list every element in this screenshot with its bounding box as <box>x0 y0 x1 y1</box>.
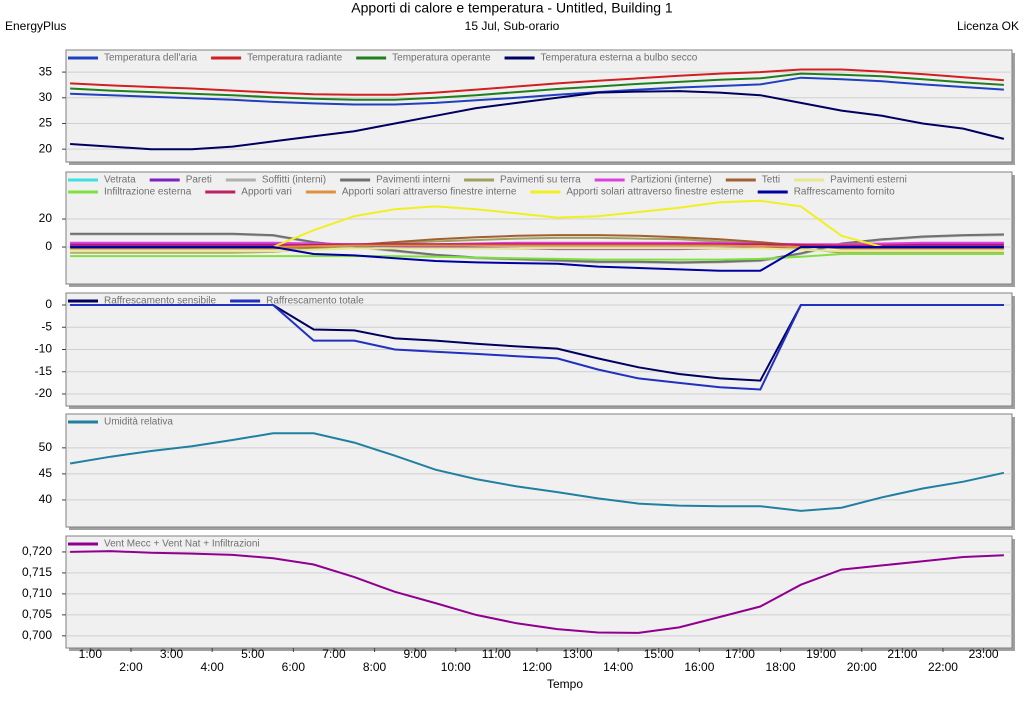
y-tick-label: 0,700 <box>22 628 52 642</box>
x-tick-label: 1:00 <box>79 647 103 661</box>
legend-label: Raffrescamento sensibile <box>104 296 217 307</box>
legend-label: Vetrata <box>104 175 136 186</box>
x-tick-label: 2:00 <box>119 660 143 674</box>
x-tick-label: 19:00 <box>806 647 836 661</box>
legend-label: Infiltrazione esterna <box>104 187 192 198</box>
x-axis-label: Tempo <box>547 677 583 691</box>
x-tick-label: 10:00 <box>441 660 471 674</box>
series-line <box>70 90 1005 151</box>
series-line <box>70 243 1004 247</box>
x-tick-label: 23:00 <box>969 647 999 661</box>
x-tick-label: 5:00 <box>241 647 265 661</box>
y-tick-label: 0,705 <box>22 607 52 621</box>
legend-label: Temperatura radiante <box>247 53 342 64</box>
x-tick-label: 22:00 <box>928 660 958 674</box>
legend-label: Pavimenti interni <box>376 175 450 186</box>
plot-area <box>65 535 1013 649</box>
legend-label: Soffitti (interni) <box>262 175 326 186</box>
x-tick-label: 15:00 <box>644 647 674 661</box>
x-tick-label: 14:00 <box>603 660 633 674</box>
series-line <box>70 247 1004 253</box>
series-line <box>70 253 1004 261</box>
chart-title: Apporti di calore e temperatura - Untitl… <box>351 0 673 16</box>
y-tick-label: 40 <box>39 492 53 506</box>
series-line <box>70 234 1004 250</box>
legend-label: Raffrescamento fornito <box>794 187 895 198</box>
series-line <box>70 550 1004 634</box>
license: Licenza OK <box>957 19 1019 33</box>
y-tick-label: 45 <box>39 466 53 480</box>
series-line <box>70 241 1004 246</box>
x-tick-label: 20:00 <box>847 660 877 674</box>
y-tick-label: 0,715 <box>22 565 52 579</box>
legend-label: Temperatura operante <box>392 53 491 64</box>
legend-label: Raffrescamento totale <box>266 296 364 307</box>
x-tick-label: 8:00 <box>363 660 387 674</box>
series-line <box>70 76 1004 106</box>
legend-label: Apporti vari <box>241 187 292 198</box>
series-line <box>69 432 1005 512</box>
y-tick-label: 50 <box>39 440 53 454</box>
series-line <box>70 236 1004 254</box>
legend-label: Apporti solari attraverso finestre ester… <box>566 187 744 198</box>
legend-label: Temperatura dell'aria <box>104 53 198 64</box>
y-tick-label: -10 <box>35 342 53 356</box>
legend-label: Pareti <box>186 175 212 186</box>
legend-label: Pavimenti esterni <box>830 175 907 186</box>
y-tick-label: 0,720 <box>22 544 52 558</box>
legend-label: Partizioni (interne) <box>631 175 712 186</box>
x-tick-label: 12:00 <box>522 660 552 674</box>
series-line <box>70 246 1004 272</box>
x-tick-label: 18:00 <box>766 660 796 674</box>
y-tick-label: 0,710 <box>22 586 52 600</box>
series-line <box>70 68 1004 96</box>
y-tick-label: -15 <box>35 364 53 378</box>
x-tick-label: 11:00 <box>482 647 511 661</box>
legend-label: Vent Mecc + Vent Nat + Infiltrazioni <box>104 539 260 550</box>
x-tick-label: 6:00 <box>282 660 306 674</box>
plot-area <box>65 413 1013 528</box>
y-tick-label: 25 <box>39 116 53 130</box>
legend-label: Apporti solari attraverso finestre inter… <box>342 187 517 198</box>
x-tick-label: 4:00 <box>200 660 224 674</box>
legend-label: Tetti <box>762 175 780 186</box>
y-tick-label: 35 <box>39 64 53 78</box>
y-tick-label: 20 <box>39 211 53 225</box>
x-tick-label: 7:00 <box>322 647 346 661</box>
x-tick-label: 21:00 <box>887 647 917 661</box>
chart-subtitle: 15 Jul, Sub-orario <box>465 19 560 33</box>
app-name: EnergyPlus <box>5 19 66 33</box>
series-line <box>70 304 1004 391</box>
y-tick-label: -5 <box>41 319 52 333</box>
y-tick-label: 30 <box>39 90 53 104</box>
x-tick-label: 3:00 <box>160 647 184 661</box>
x-tick-label: 17:00 <box>725 647 755 661</box>
x-tick-label: 9:00 <box>403 647 427 661</box>
series-line <box>70 232 1004 264</box>
y-tick-label: 0 <box>45 297 52 311</box>
y-tick-label: 20 <box>39 141 53 155</box>
series-line <box>70 72 1004 101</box>
legend-label: Pavimenti su terra <box>500 175 581 186</box>
legend-label: Temperatura esterna a bulbo secco <box>541 53 698 64</box>
legend-label: Umidità relativa <box>104 417 173 428</box>
plot-area <box>65 49 1013 163</box>
y-tick-label: -20 <box>35 386 53 400</box>
x-tick-label: 16:00 <box>684 660 714 674</box>
y-tick-label: 0 <box>45 239 52 253</box>
x-tick-label: 13:00 <box>563 647 593 661</box>
